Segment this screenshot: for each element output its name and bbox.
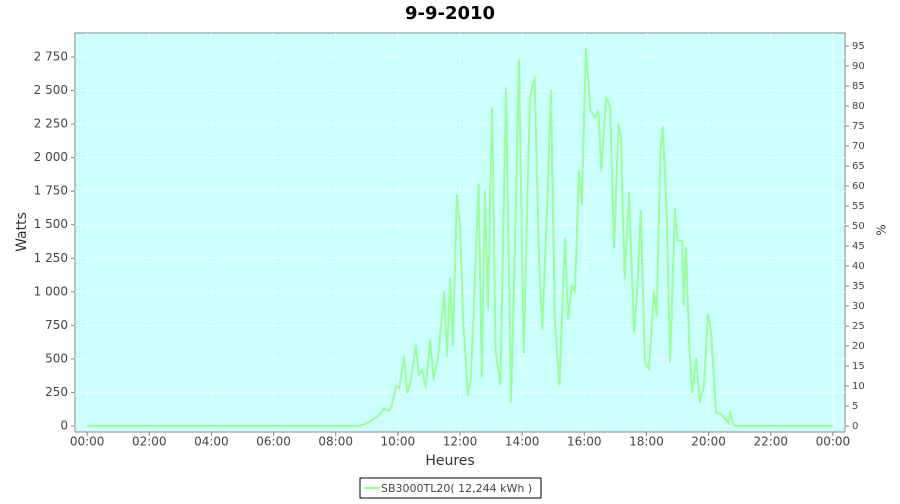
y-tick-label: 2 250 <box>34 117 68 131</box>
legend-label: SB3000TL20( 12,244 kWh ) <box>381 482 532 495</box>
x-tick-label: 06:00 <box>256 435 291 449</box>
y-axis-label: Watts <box>14 212 30 252</box>
y-tick-label: 0 <box>60 418 68 432</box>
y2-tick-label: 45 <box>852 241 865 252</box>
x-tick-label: 14:00 <box>505 435 540 449</box>
y2-tick-label: 10 <box>852 381 865 392</box>
x-tick-label: 02:00 <box>132 435 167 449</box>
y-tick-label: 750 <box>45 318 68 332</box>
x-tick-label: 10:00 <box>381 435 416 449</box>
y2-axis-label: % <box>875 224 889 235</box>
y2-tick-label: 30 <box>852 301 865 312</box>
y-tick-label: 1 000 <box>34 284 68 298</box>
y-tick-label: 1 250 <box>34 251 68 265</box>
y-tick-label: 1 500 <box>34 217 68 231</box>
x-tick-label: 18:00 <box>629 435 664 449</box>
y2-tick-label: 60 <box>852 181 865 192</box>
x-tick-label: 22:00 <box>753 435 788 449</box>
y2-tick-label: 35 <box>852 281 865 292</box>
x-tick-label: 20:00 <box>691 435 726 449</box>
y2-tick-label: 25 <box>852 321 865 332</box>
y2-tick-label: 50 <box>852 221 865 232</box>
x-tick-label: 16:00 <box>567 435 602 449</box>
x-tick-label: 00:00 <box>70 435 105 449</box>
x-tick-label: 04:00 <box>194 435 229 449</box>
y2-tick-label: 65 <box>852 161 865 172</box>
y2-tick-label: 75 <box>852 121 865 132</box>
y2-tick-label: 20 <box>852 341 865 352</box>
y-tick-label: 2 000 <box>34 150 68 164</box>
y-tick-label: 2 500 <box>34 83 68 97</box>
y-tick-label: 500 <box>45 351 68 365</box>
data-line <box>87 48 833 427</box>
y2-tick-label: 0 <box>852 421 858 432</box>
y2-tick-label: 80 <box>852 101 865 112</box>
y2-tick-label: 70 <box>852 141 865 152</box>
y2-tick-label: 5 <box>852 401 858 412</box>
x-tick-label: 12:00 <box>443 435 478 449</box>
x-axis-label: Heures <box>425 453 474 469</box>
x-tick-label: 00:00 <box>816 435 851 449</box>
y2-tick-label: 15 <box>852 361 865 372</box>
y2-tick-label: 85 <box>852 81 865 92</box>
chart-title: 9-9-2010 <box>405 3 495 24</box>
y2-tick-label: 55 <box>852 201 865 212</box>
y2-tick-label: 90 <box>852 61 865 72</box>
y-tick-label: 1 750 <box>34 184 68 198</box>
x-tick-label: 08:00 <box>318 435 353 449</box>
legend-box <box>359 477 542 499</box>
y-tick-label: 2 750 <box>34 50 68 64</box>
y2-tick-label: 95 <box>852 41 865 52</box>
y-tick-label: 250 <box>45 385 68 399</box>
y2-tick-label: 40 <box>852 261 865 272</box>
